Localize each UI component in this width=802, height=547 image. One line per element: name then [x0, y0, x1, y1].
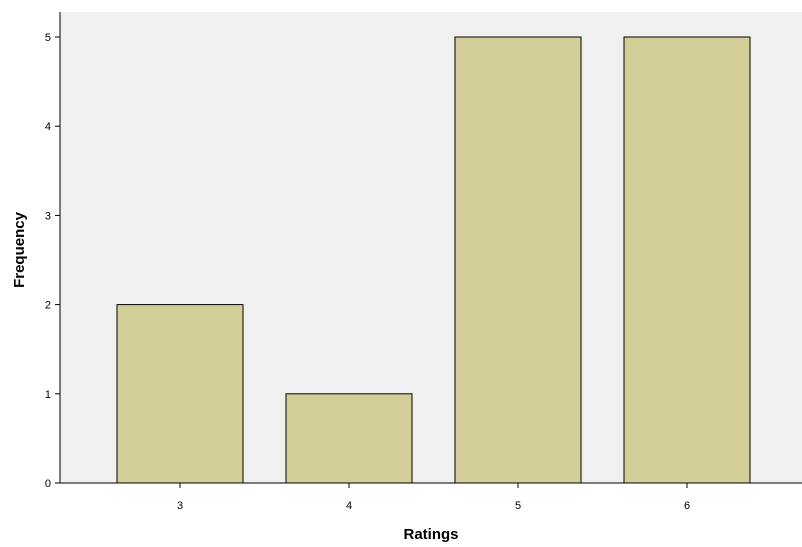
bars-group [116, 36, 751, 484]
bar-6 [623, 36, 751, 484]
x-tick-label-6: 6 [684, 500, 690, 512]
bar-5 [454, 36, 582, 484]
bar-3 [116, 304, 244, 484]
x-axis: 3 4 5 6 [60, 482, 802, 512]
bar-4 [285, 393, 413, 484]
x-tick-label-5: 5 [515, 500, 521, 512]
x-tick-label-4: 4 [346, 500, 352, 512]
x-axis-title: Ratings [403, 526, 458, 543]
y-tick-label-2: 2 [45, 300, 51, 312]
y-tick-label-1: 1 [45, 389, 51, 401]
y-tick-label-5: 5 [45, 32, 51, 44]
x-tick-label-3: 3 [177, 500, 183, 512]
y-axis-title: Frequency [11, 211, 28, 288]
y-tick-label-0: 0 [45, 478, 51, 490]
y-tick-label-3: 3 [45, 210, 51, 222]
y-tick-label-4: 4 [45, 121, 51, 133]
y-axis: 0 1 2 3 4 5 [45, 12, 61, 490]
